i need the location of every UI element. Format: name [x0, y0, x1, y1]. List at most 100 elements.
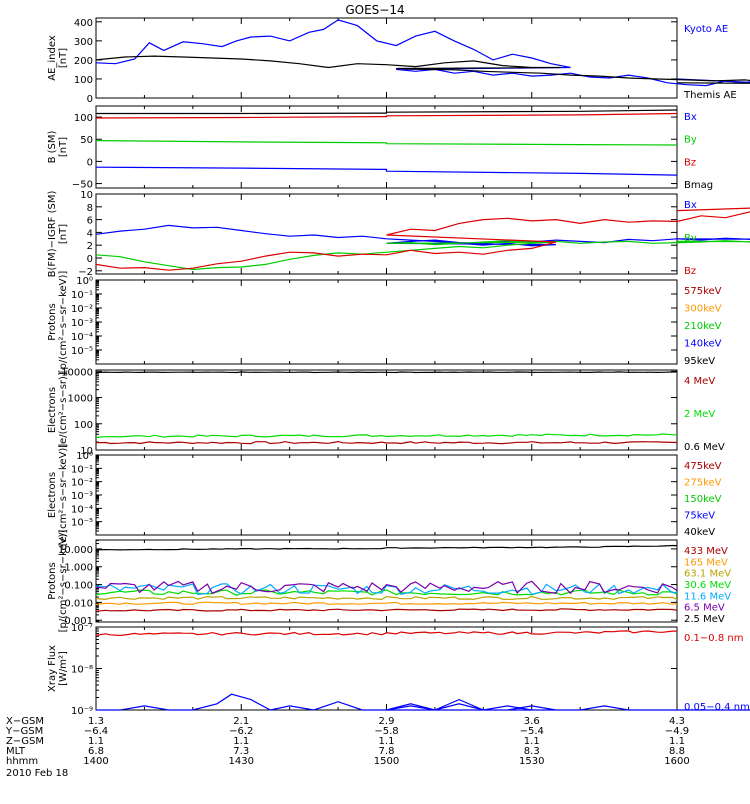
legend-entry-epead-0: 433 MeV — [684, 546, 728, 557]
panel-frame-ae — [95, 17, 678, 99]
series-line-xray-0 — [95, 630, 677, 637]
x-tick-label: 3.6 — [524, 716, 540, 727]
x-tick-label: −4.9 — [665, 726, 689, 737]
legend-entry-bmi-2: Bz — [684, 266, 696, 277]
x-tick-label: 1.1 — [379, 736, 395, 747]
legend-entry-mage-2: 150keV — [684, 494, 722, 505]
series-line-xray-1 — [96, 693, 750, 711]
y-tick-label-bmi: −2 — [78, 267, 93, 278]
series-line-ae-0 — [95, 19, 750, 87]
series-line-b-3 — [96, 109, 678, 115]
y-tick-label-ae: 300 — [74, 37, 93, 48]
y-tick-label-epead: 0.100 — [64, 581, 93, 592]
x-tick-label: 1.1 — [88, 736, 104, 747]
y-tick-label-elec: 1000 — [68, 394, 93, 405]
legend-entry-magp-2: 210keV — [684, 321, 722, 332]
series-line-epead-4 — [95, 583, 678, 595]
series-line-elec-2 — [95, 371, 678, 374]
x-tick-label: −5.4 — [520, 726, 544, 737]
series-line-ae-1 — [95, 55, 750, 84]
y-axis-label-mage: Electrons — [47, 472, 58, 518]
panel-frame-elec — [95, 369, 678, 451]
legend-entry-b-0: Bx — [684, 112, 697, 123]
y-tick-label-ae: 0 — [87, 94, 93, 105]
y-tick-label-mage: 10⁰ — [76, 451, 93, 462]
y-axis-label-b: [nT] — [58, 137, 69, 157]
x-tick-label: 1.1 — [524, 736, 540, 747]
series-line-epead-5 — [95, 580, 678, 595]
y-axis-label-mage: [e/(cm²−s−sr−keV)] — [58, 444, 69, 547]
y-tick-label-mage: 10⁻⁴ — [71, 504, 93, 515]
legend-entry-xray-0: 0.1−0.8 nm — [684, 633, 743, 644]
y-axis-label-bmi: [nT] — [58, 224, 69, 244]
y-tick-label-elec: 100 — [74, 420, 93, 431]
y-tick-label-magp: 10⁻⁵ — [71, 346, 93, 357]
y-axis-label-bmi: B(FM)−IGRF (SM) — [47, 191, 58, 278]
y-axis-label-ae: [nT] — [58, 48, 69, 68]
legend-entry-mage-4: 40keV — [684, 527, 715, 538]
y-tick-label-magp: 10⁻² — [71, 304, 93, 315]
chart-title: GOES−14 — [345, 3, 404, 17]
series-line-b-2 — [95, 112, 678, 119]
series-line-b-0 — [95, 166, 678, 176]
x-tick-label: 4.3 — [669, 716, 685, 727]
legend-entry-b-2: Bz — [684, 157, 696, 168]
legend-entry-mage-1: 275keV — [684, 478, 722, 489]
y-axis-label-magp: [p/(cm²−s−sr−keV)] — [58, 271, 69, 374]
y-tick-label-bmi: 4 — [87, 228, 93, 239]
y-axis-label-elec: [e/(cm²−s−sr)] — [58, 372, 69, 448]
x-tick-label: 1.3 — [88, 716, 104, 727]
y-tick-label-epead: 0.001 — [64, 616, 93, 627]
legend-entry-magp-0: 575keV — [684, 286, 722, 297]
y-tick-label-xray: 10⁻⁸ — [71, 665, 93, 676]
x-row-label: MLT — [6, 746, 26, 757]
y-axis-label-elec: Electrons — [47, 387, 58, 433]
series-line-epead-1 — [95, 601, 678, 605]
y-tick-label-b: 50 — [80, 135, 93, 146]
legend-entry-mage-0: 475keV — [684, 461, 722, 472]
x-tick-label: 2.1 — [233, 716, 249, 727]
legend-entry-ae-0: Kyoto AE — [684, 24, 728, 35]
legend-entry-b-3: Bmag — [684, 180, 713, 191]
legend-entry-xray-1: 0.05−0.4 nm — [684, 702, 750, 713]
x-tick-label: 6.8 — [88, 746, 104, 757]
y-tick-label-magp: 10⁰ — [76, 276, 93, 287]
y-tick-label-magp: 10⁻⁴ — [71, 332, 93, 343]
legend-entry-b-1: By — [684, 135, 697, 146]
x-tick-label: 8.8 — [669, 746, 685, 757]
y-tick-label-xray: 10⁻⁹ — [71, 706, 93, 717]
legend-entry-magp-1: 300keV — [684, 304, 722, 315]
x-tick-label: 1400 — [83, 756, 108, 767]
y-axis-label-epead: [p/(cm²−s−sr−keV)] — [58, 530, 69, 633]
y-tick-label-ae: 100 — [74, 75, 93, 86]
y-tick-label-magp: 10⁻³ — [71, 318, 93, 329]
y-tick-label-epead: 1.000 — [64, 563, 93, 574]
legend-entry-epead-2: 63.1 MeV — [684, 569, 731, 580]
legend-entry-magp-3: 140keV — [684, 339, 722, 350]
legend-entry-elec-1: 2 MeV — [684, 409, 715, 420]
legend-entry-bmi-1: By — [684, 233, 697, 244]
x-tick-label: 1.1 — [669, 736, 685, 747]
y-tick-label-bmi: 6 — [87, 216, 93, 227]
legend-entry-epead-5: 6.5 MeV — [684, 603, 725, 614]
y-tick-label-magp: 10⁻¹ — [71, 290, 93, 301]
legend-entry-epead-3: 30.6 MeV — [684, 580, 731, 591]
panel-frame-mage — [95, 454, 678, 536]
y-axis-label-epead: Protons — [47, 562, 58, 599]
series-line-epead-2 — [95, 595, 678, 601]
y-tick-label-epead: 0.010 — [64, 598, 93, 609]
y-tick-label-epead: 10.000 — [58, 545, 93, 556]
y-tick-label-elec: 10 — [80, 446, 93, 457]
x-row-label: Y−GSM — [5, 726, 43, 737]
y-tick-label-mage: 10⁻³ — [71, 491, 93, 502]
legend-entry-mage-3: 75keV — [684, 511, 715, 522]
x-tick-label: 7.8 — [379, 746, 395, 757]
x-row-label: hhmm — [6, 756, 38, 767]
legend-entry-epead-1: 165 MeV — [684, 557, 728, 568]
series-line-epead-6 — [95, 544, 678, 551]
y-tick-label-ae: 400 — [74, 18, 93, 29]
legend-entry-ae-1: Themis AE — [683, 90, 737, 101]
y-tick-label-b: 100 — [74, 113, 93, 124]
